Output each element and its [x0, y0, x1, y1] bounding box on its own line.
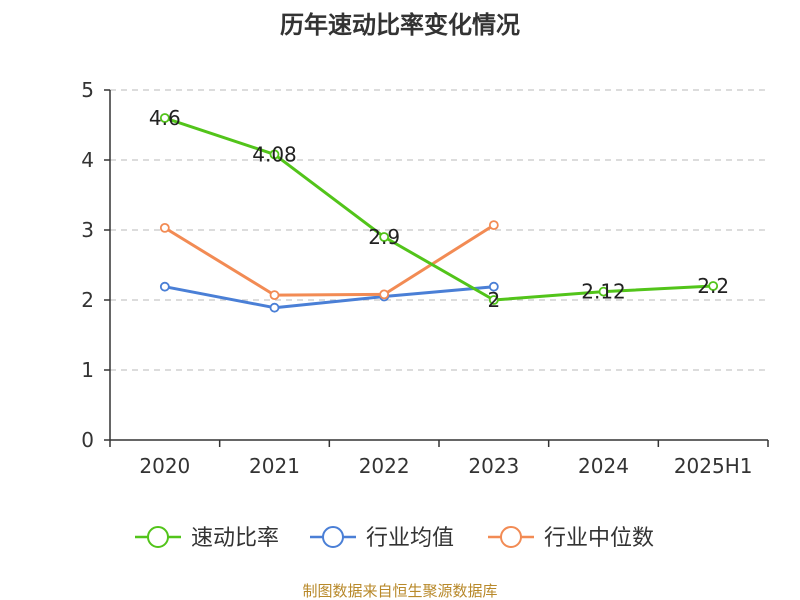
legend-label: 行业中位数	[544, 526, 654, 551]
x-tick-label: 2025H1	[674, 454, 753, 478]
x-tick-label: 2021	[249, 454, 300, 478]
series-point-1	[269, 302, 280, 313]
series-point-2	[379, 289, 390, 300]
data-label: 4.6	[149, 106, 181, 130]
legend[interactable]: 速动比率 行业均值 行业中位数	[135, 526, 654, 551]
series-line-2	[164, 223, 495, 297]
series-point-0	[708, 281, 719, 291]
series-lines	[159, 113, 719, 313]
source-note: 制图数据来自恒生聚源数据库	[302, 582, 497, 600]
legend-item-0[interactable]: 速动比率	[135, 526, 279, 551]
series-point-1	[159, 281, 170, 292]
legend-item-2[interactable]: 行业中位数	[488, 526, 654, 551]
data-label: 2.2	[697, 274, 729, 298]
x-tick-label: 2020	[139, 454, 190, 478]
series-point-0	[379, 232, 390, 242]
series-line-1	[164, 285, 494, 310]
data-labels: 4.6 4.08 2.9 2 2.12 2.2	[149, 106, 729, 312]
axes: 0 1 2 3 4 5 2020 2021 2022 2023 2024 2025H1	[81, 78, 769, 478]
chart-title: 历年速动比率变化情况	[280, 11, 520, 39]
y-tick-label: 3	[81, 218, 94, 242]
series-line-0	[164, 116, 714, 302]
series-point-0	[159, 113, 170, 123]
y-tick-label: 0	[81, 428, 94, 452]
data-label: 4.08	[252, 142, 297, 166]
data-label: 2.9	[368, 225, 400, 249]
y-tick-label: 1	[81, 358, 94, 382]
series-point-0	[488, 295, 499, 305]
legend-label: 速动比率	[191, 526, 279, 551]
x-tick-label: 2023	[468, 454, 519, 478]
data-label: 2.12	[581, 280, 626, 304]
legend-label: 行业均值	[366, 526, 454, 551]
series-point-1	[488, 281, 499, 292]
series-point-2	[159, 222, 170, 233]
legend-item-1[interactable]: 行业均值	[310, 526, 454, 551]
x-tick-label: 2022	[359, 454, 410, 478]
legend-marker	[322, 526, 344, 548]
y-tick-label: 5	[81, 78, 94, 102]
series-point-2	[488, 220, 499, 231]
y-tick-label: 2	[81, 288, 94, 312]
data-label: 2	[487, 288, 500, 312]
series-point-0	[598, 286, 609, 297]
legend-marker	[147, 526, 169, 548]
y-tick-label: 4	[81, 148, 94, 172]
x-tick-label: 2024	[578, 454, 629, 478]
series-point-2	[269, 290, 280, 301]
legend-marker	[500, 526, 522, 548]
series-point-0	[269, 149, 280, 160]
